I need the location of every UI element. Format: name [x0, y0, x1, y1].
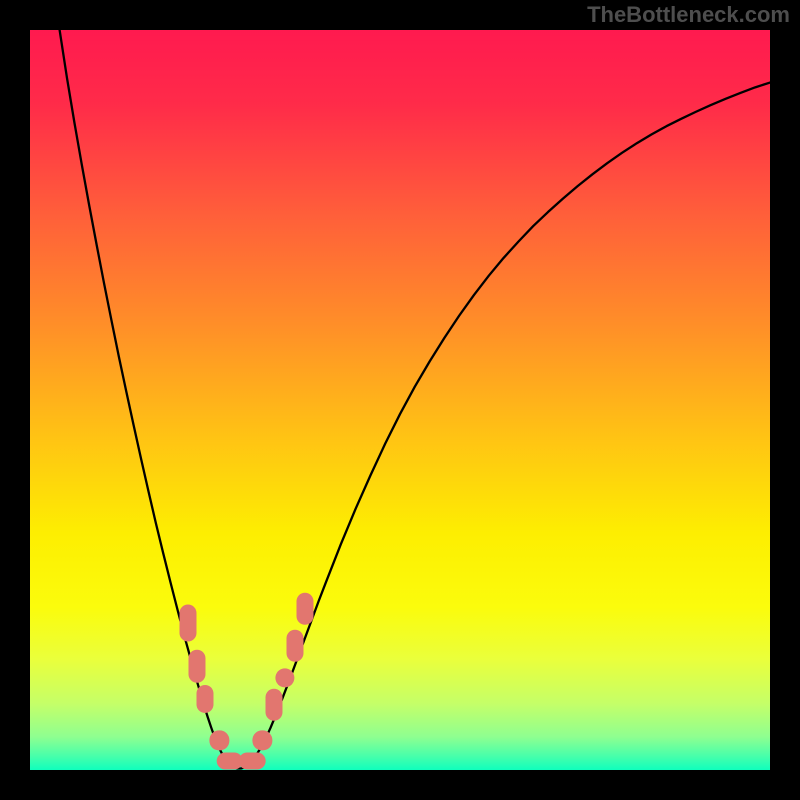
- curve-marker: [266, 689, 283, 722]
- curve-marker: [297, 592, 314, 625]
- curve-marker: [239, 753, 266, 770]
- curve-marker: [286, 629, 303, 662]
- watermark-text: TheBottleneck.com: [587, 2, 790, 28]
- curve-path: [60, 30, 770, 769]
- bottleneck-curve: [30, 30, 770, 770]
- curve-marker: [189, 650, 206, 683]
- curve-marker: [180, 605, 197, 642]
- plot-area: [30, 30, 770, 770]
- curve-marker: [196, 685, 213, 713]
